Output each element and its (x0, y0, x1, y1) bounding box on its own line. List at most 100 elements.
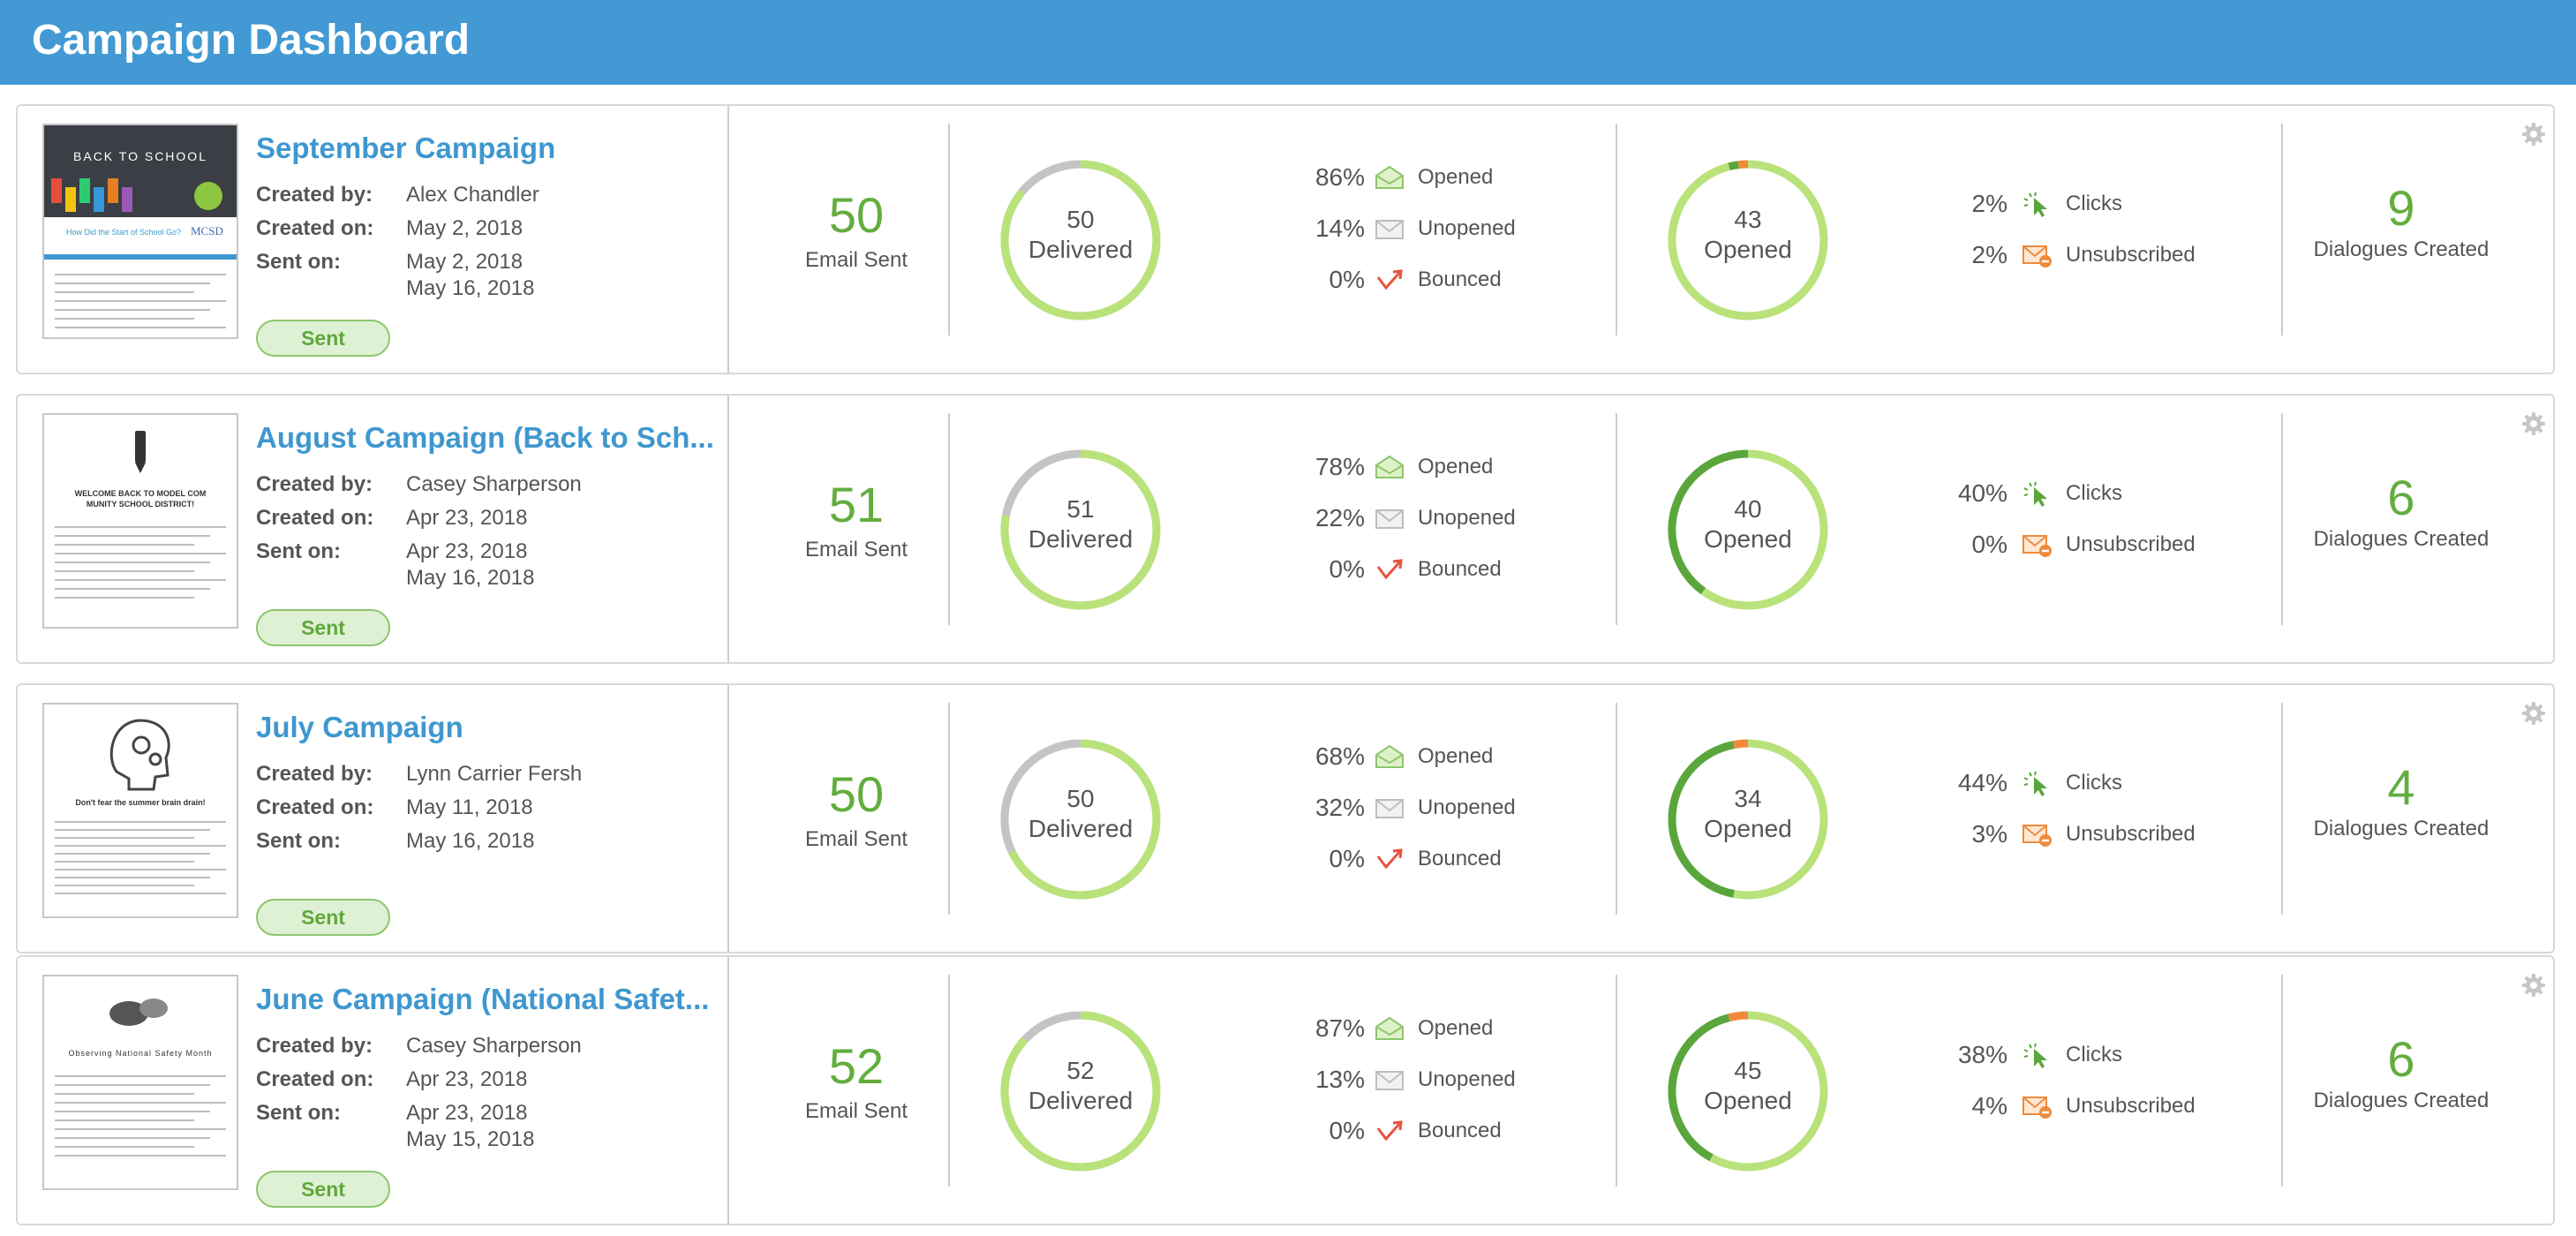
unopened-stat: 32% Unopened (1280, 793, 1633, 823)
email-sent-count: 51 (828, 477, 885, 532)
unopened-stat: 14% Unopened (1280, 214, 1633, 244)
campaign-thumbnail[interactable]: Observing National Safety Month (42, 975, 238, 1190)
unsubscribe-envelope-icon (2022, 825, 2052, 847)
email-sent-count: 50 (828, 187, 885, 243)
thumbnail-heading: Observing National Safety Month (68, 1049, 212, 1058)
gear-icon[interactable] (2521, 973, 2546, 998)
closed-envelope-icon (1375, 509, 1404, 529)
opened-donut: 43 Opened (1665, 157, 1831, 323)
delivered-ring-unopened-arc (1022, 1011, 1081, 1043)
opened-donut: 34 Opened (1665, 736, 1831, 902)
divider (2281, 975, 2283, 1187)
text-line (55, 1119, 194, 1121)
created-on-value: Apr 23, 2018 (406, 506, 528, 530)
campaign-title[interactable]: August Campaign (Back to Sch... (256, 421, 714, 454)
opened-percent: 87% (1314, 1014, 1365, 1042)
thumbnail-heading-2: MUNITY SCHOOL DISTRICT! (87, 500, 194, 509)
delivered-donut: 50 Delivered (998, 736, 1164, 902)
unsubscribed-label: Unsubscribed (2066, 822, 2196, 846)
text-line (55, 318, 194, 320)
unopened-percent: 14% (1314, 215, 1365, 242)
cursor-click-icon (2023, 481, 2047, 507)
campaign-card-4: Observing National Safety Month June Cam… (16, 955, 2555, 1225)
closed-envelope-icon (1375, 220, 1404, 239)
sent-on-value: Apr 23, 2018 (406, 539, 528, 563)
opened-ring-unsub-arc (1737, 160, 1749, 170)
text-line (55, 1102, 226, 1104)
email-sent-label: Email Sent (804, 538, 908, 561)
campaign-thumbnail[interactable]: Don't fear the summer brain drain! (42, 703, 238, 918)
campaign-thumbnail[interactable]: WELCOME BACK TO MODEL COM MUNITY SCHOOL D… (42, 413, 238, 629)
bounce-arrow-icon (1376, 269, 1403, 290)
divider (948, 124, 950, 335)
created-on-value: May 11, 2018 (406, 795, 533, 819)
campaign-thumbnail[interactable]: BACK TO SCHOOL How Did the Start of Schoo… (42, 124, 238, 339)
opened-text: 43 Opened (1665, 205, 1831, 265)
text-line (55, 845, 226, 847)
opened-text: 34 Opened (1665, 784, 1831, 844)
text-line (55, 544, 194, 546)
text-line (55, 570, 194, 572)
open-envelope-icon (1375, 455, 1404, 479)
dialogues-count: 6 (2387, 470, 2415, 525)
dialogues-count: 9 (2387, 180, 2415, 236)
clicks-percent: 38% (1957, 1041, 2007, 1068)
pencil-tip (135, 463, 146, 473)
delivered-ring (1000, 739, 1161, 900)
campaign-title[interactable]: June Campaign (National Safet... (256, 983, 710, 1015)
gear-icon[interactable] (2521, 411, 2546, 436)
bounce-arrow-icon (1376, 1120, 1403, 1142)
clicks-label: Clicks (2066, 192, 2122, 215)
text-line (55, 300, 226, 302)
gear-shape (148, 752, 162, 766)
text-line (55, 869, 226, 870)
gear-icon[interactable] (2521, 122, 2546, 147)
created-by-label: Created by: (256, 762, 373, 786)
delivered-count: 51 (1066, 495, 1095, 523)
dialogues-label: Dialogues Created (2313, 527, 2489, 551)
created-on-value: Apr 23, 2018 (406, 1067, 528, 1091)
text-line (55, 1146, 194, 1148)
bounced-percent: 0% (1329, 845, 1365, 872)
bounce-arrow-icon (1376, 559, 1403, 580)
created-by-label: Created by: (256, 472, 373, 496)
school-supply (108, 178, 118, 203)
bounced-stat: 0% Bounced (1280, 265, 1633, 295)
text-line (55, 877, 210, 878)
created-by-value: Lynn Carrier Fersh (406, 762, 583, 786)
unsubscribe-envelope-icon (2022, 1097, 2052, 1119)
clicks-label: Clicks (2066, 481, 2122, 505)
opened-percent: 78% (1314, 453, 1365, 480)
page-title: Campaign Dashboard (32, 17, 471, 64)
text-line (55, 588, 210, 590)
text-line (55, 1075, 226, 1077)
opened-ring-base-arc (1700, 449, 1828, 610)
school-supply (51, 178, 62, 203)
opened-ring-clicks-arc (1668, 1014, 1730, 1162)
text-line (55, 291, 194, 293)
sent-on-value: May 2, 2018 (406, 250, 523, 274)
divider (948, 413, 950, 625)
divider (948, 703, 950, 915)
gear-icon[interactable] (2521, 701, 2546, 726)
delivered-text: 50 Delivered (998, 205, 1164, 265)
unopened-stat: 13% Unopened (1280, 1065, 1633, 1095)
apple-shape (194, 182, 222, 210)
head-gears-icon (109, 719, 170, 791)
delivered-donut: 51 Delivered (998, 447, 1164, 613)
opened-ring (1668, 449, 1828, 610)
delivered-ring-unopened-arc (1000, 739, 1081, 854)
campaign-title[interactable]: July Campaign (256, 711, 463, 743)
bounced-stat: 0% Bounced (1280, 1116, 1633, 1146)
opened-percent: 86% (1314, 163, 1365, 191)
campaign-title[interactable]: September Campaign (256, 132, 556, 164)
unopened-percent: 32% (1314, 794, 1365, 821)
cursor-click-icon (2023, 1043, 2047, 1068)
bounced-label: Bounced (1418, 847, 1502, 870)
divider (2281, 124, 2283, 335)
open-envelope-icon (1375, 744, 1404, 768)
campaign-summary: Observing National Safety Month June Cam… (18, 957, 729, 1224)
opened-donut: 45 Opened (1665, 1008, 1831, 1174)
clicks-percent: 2% (1971, 190, 2007, 217)
cursor-click-icon (2023, 771, 2047, 796)
